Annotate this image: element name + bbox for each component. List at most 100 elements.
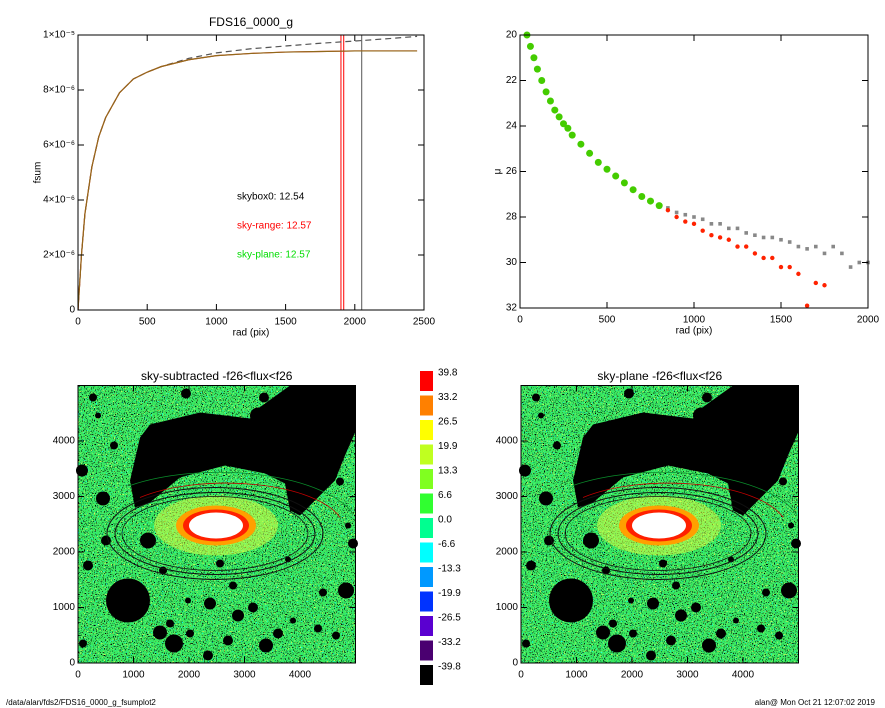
mask — [553, 441, 561, 450]
y-tick-label: 4×10⁻⁶ — [43, 195, 75, 206]
mask — [702, 392, 712, 403]
x-tick-label: 4000 — [289, 670, 312, 681]
annulus — [564, 496, 752, 571]
mask — [539, 491, 553, 506]
point — [848, 265, 853, 269]
colorbar-swatch — [420, 567, 433, 587]
colorbar-swatch — [420, 493, 433, 514]
panel: 0 500 1000 1500 2000 20 22 24 26 28 30 32 rad (pix) μ — [493, 30, 880, 337]
point — [761, 255, 766, 261]
mask — [775, 631, 783, 640]
x-tick-label: 0 — [517, 315, 523, 326]
point — [778, 264, 784, 270]
x-axis-label: rad (pix) — [233, 328, 270, 339]
point — [577, 140, 585, 148]
annulus — [549, 487, 767, 580]
y-tick-label: 1000 — [53, 602, 76, 613]
isophote — [572, 471, 797, 514]
point — [526, 42, 534, 50]
footer-right: alan@ Mon Oct 21 12:07:02 2019 — [755, 698, 876, 707]
colorbar-swatch — [420, 616, 433, 636]
mask — [596, 625, 610, 640]
mask — [581, 466, 589, 475]
y-tick-label: 3000 — [53, 491, 76, 502]
x-tick-label: 1000 — [565, 670, 588, 681]
core — [189, 512, 243, 539]
annulus — [557, 492, 759, 575]
point — [787, 240, 792, 244]
point — [822, 283, 827, 288]
point — [753, 233, 757, 237]
x-tick-label: 1000 — [122, 670, 145, 681]
mask — [646, 650, 656, 661]
mask — [223, 635, 233, 646]
colorbar-label: -33.2 — [438, 637, 461, 648]
colorbar-swatch — [420, 665, 433, 685]
point — [647, 197, 654, 205]
point — [831, 244, 835, 249]
y-tick-label: 22 — [506, 75, 518, 86]
y-tick-label: 8×10⁻⁶ — [43, 85, 75, 96]
y-axis-label: μ — [493, 168, 504, 174]
chart-title: sky-subtracted -f26<flux<f26 — [141, 369, 293, 383]
point — [555, 113, 563, 121]
y-tick-label: 30 — [506, 257, 518, 268]
x-axis-label: rad (pix) — [676, 326, 713, 337]
mask — [203, 650, 213, 661]
chart-title: FDS16_0000_g — [209, 15, 293, 29]
plot-frame — [519, 34, 869, 309]
point — [709, 233, 714, 238]
mask — [629, 629, 637, 638]
point — [638, 193, 646, 201]
colorbar-label: 13.3 — [438, 466, 458, 477]
point — [717, 235, 723, 240]
mask — [522, 639, 530, 648]
x-tick-label: 0 — [75, 670, 81, 681]
mask — [549, 578, 593, 623]
panel: 0 1000 2000 3000 4000 0 1000 2000 3000 4000 sky-pl… — [496, 369, 801, 681]
y-tick-label: 1000 — [496, 602, 519, 613]
x-tick-label: 1500 — [274, 317, 297, 328]
y-tick-label: 0 — [512, 658, 518, 669]
mask — [791, 538, 801, 549]
x-tick-label: 2000 — [344, 317, 367, 328]
y-tick-label: 6×10⁻⁶ — [43, 140, 75, 151]
mask — [134, 611, 142, 620]
footer-left: /data/alan/fds2/FDS16_0000_g_fsumplot2 — [6, 698, 156, 707]
mask — [332, 631, 340, 640]
point — [542, 88, 550, 96]
point — [530, 54, 538, 62]
y-tick-label: 1×10⁻⁵ — [43, 30, 75, 41]
point — [779, 237, 783, 242]
mask — [273, 628, 283, 639]
panel: skybox0: 12.54 sky-range: 12.57 sky-plane:… — [33, 15, 436, 338]
colorbar-label: 6.6 — [438, 490, 452, 501]
mask — [186, 629, 194, 638]
point — [700, 228, 705, 233]
point — [805, 247, 809, 251]
point — [533, 65, 541, 73]
mask — [532, 393, 540, 402]
mask — [608, 634, 626, 653]
annulus — [114, 492, 316, 575]
point — [735, 226, 740, 231]
mask — [757, 624, 765, 633]
mask — [138, 466, 146, 475]
colorbar-label: -26.5 — [438, 613, 461, 624]
point — [620, 179, 628, 187]
point — [857, 260, 862, 265]
point — [840, 251, 844, 256]
point — [813, 280, 818, 286]
point — [655, 202, 663, 210]
plot-frame — [77, 34, 425, 311]
point — [761, 235, 766, 240]
point — [735, 244, 740, 249]
isophote — [129, 471, 354, 514]
colorbar-swatch — [420, 518, 433, 538]
mask — [583, 532, 599, 549]
mask — [781, 582, 797, 599]
mask — [95, 412, 101, 419]
annotation: sky-plane: 12.57 — [237, 250, 311, 261]
mask — [345, 522, 351, 529]
